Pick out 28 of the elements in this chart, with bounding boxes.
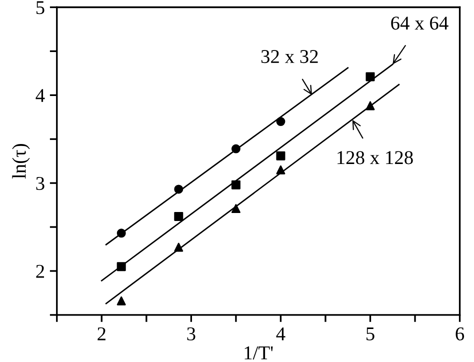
- point: [116, 296, 126, 306]
- x-axis-title: 1/T': [244, 346, 273, 360]
- y-tick-label: 3: [36, 176, 44, 190]
- x-tick-label: 4: [276, 327, 286, 340]
- point: [276, 151, 286, 160]
- point: [276, 117, 286, 126]
- x-tick-label: 2: [98, 327, 106, 340]
- point: [174, 184, 184, 194]
- point: [366, 101, 375, 110]
- point: [276, 165, 286, 174]
- point: [231, 180, 240, 190]
- x-tick-label: 5: [366, 328, 374, 340]
- annotation: 64 x 64: [391, 16, 448, 30]
- annotation: 32 x 32: [261, 50, 318, 64]
- point: [231, 204, 240, 214]
- point: [174, 212, 184, 221]
- point: [366, 72, 375, 82]
- y-tick-label: 2: [36, 264, 44, 278]
- annotation: 128 x 128: [338, 151, 413, 164]
- x-tick-label: 6: [456, 327, 464, 340]
- y-axis-title: ln(τ): [12, 144, 30, 179]
- y-tick-label: 5: [36, 1, 44, 14]
- point: [174, 242, 184, 252]
- point: [231, 144, 240, 154]
- y-tick-label: 4: [36, 89, 45, 102]
- point: [116, 228, 126, 238]
- x-tick-label: 3: [187, 327, 196, 340]
- point: [116, 262, 126, 272]
